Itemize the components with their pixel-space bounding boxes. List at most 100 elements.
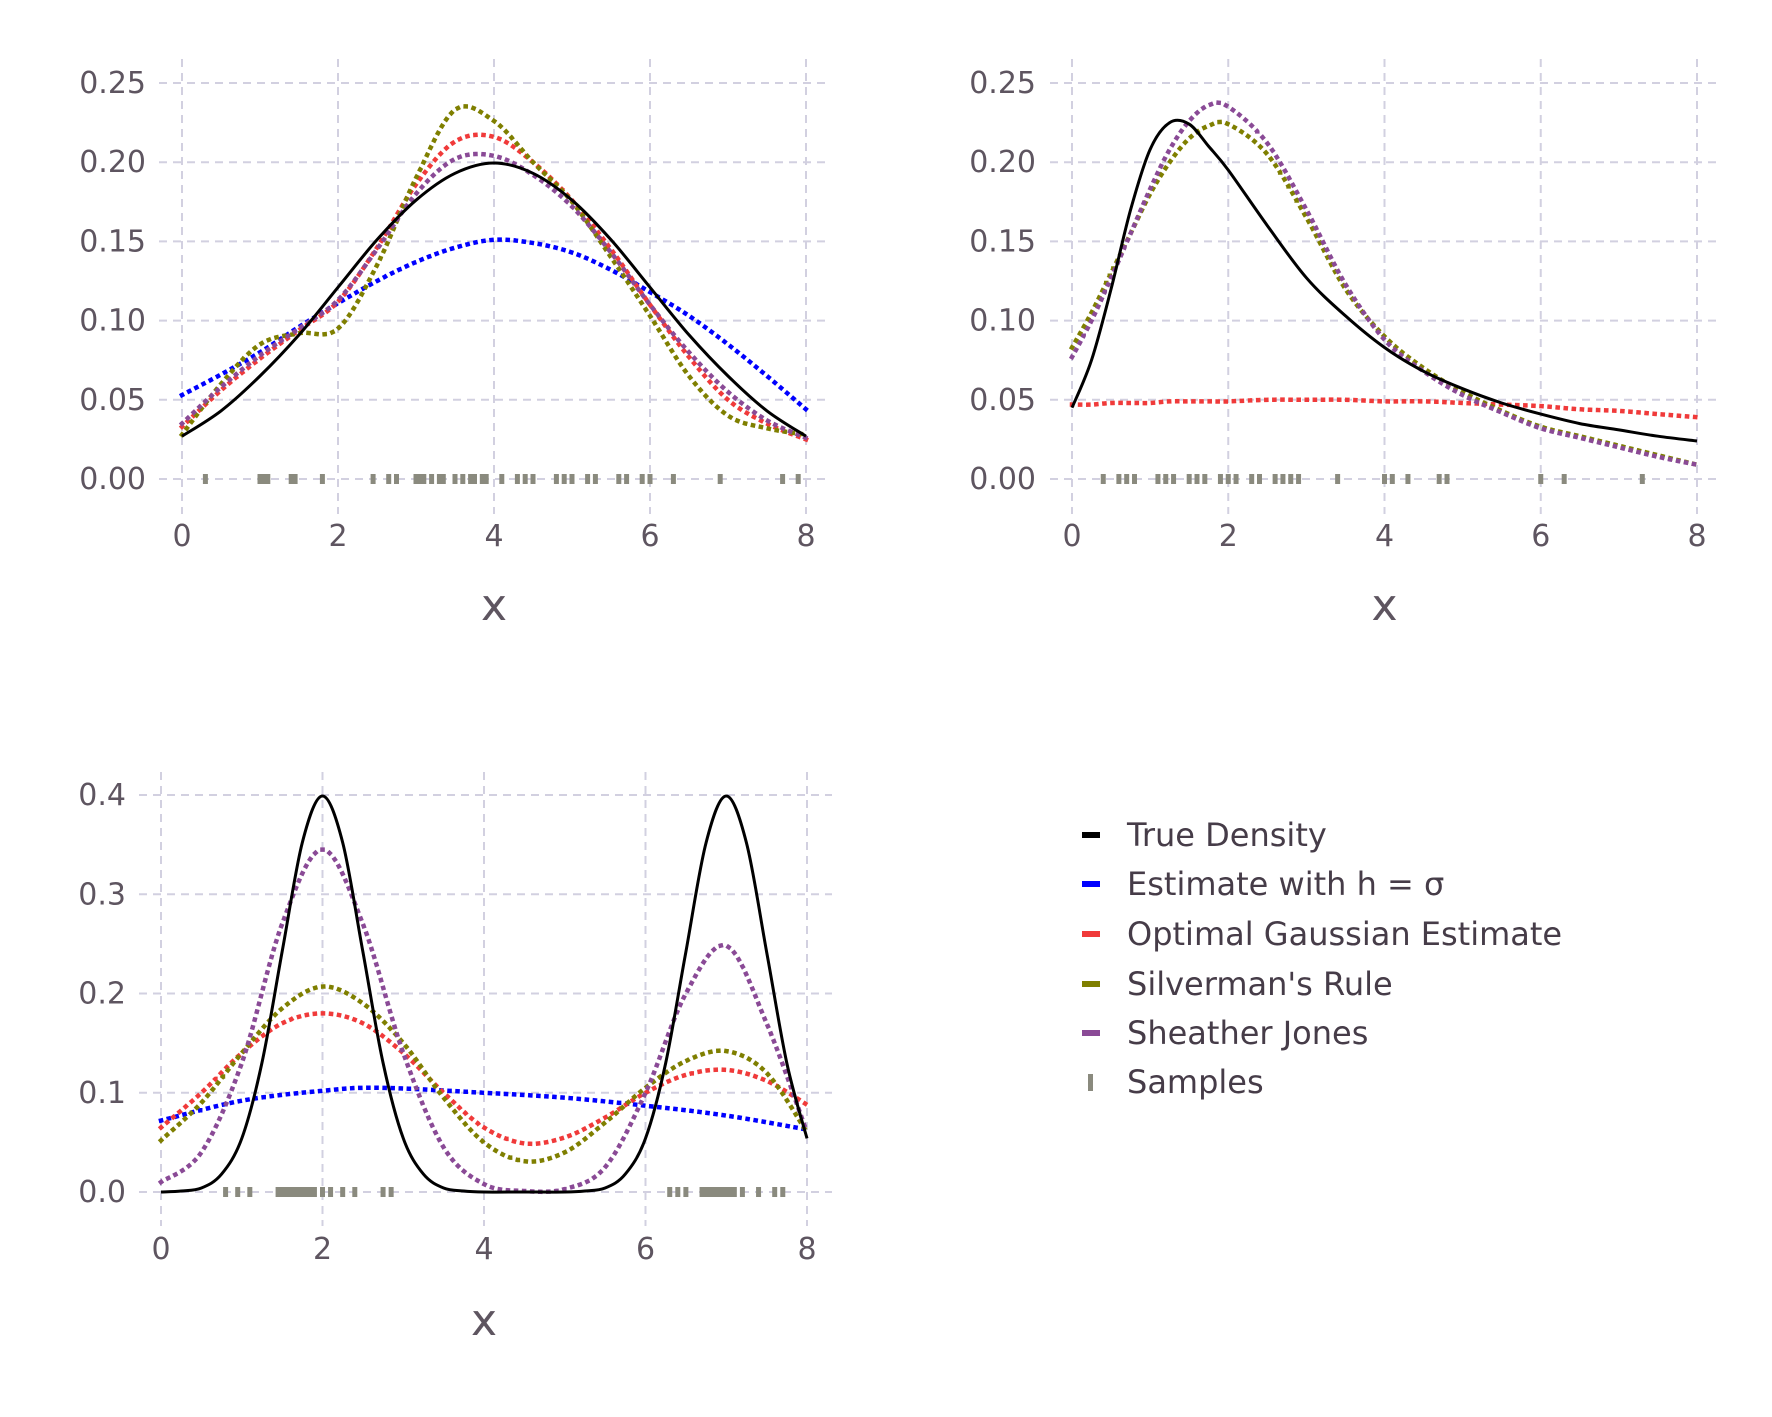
sample-tick xyxy=(319,474,325,484)
x-tick-label: 4 xyxy=(474,1232,493,1267)
sample-tick xyxy=(719,1187,725,1197)
x-tick-label: 0 xyxy=(172,519,191,554)
sample-tick xyxy=(1382,474,1387,484)
y-tick-label: 0.05 xyxy=(969,383,1036,418)
sample-tick xyxy=(303,1187,309,1197)
y-tick-label: 0.00 xyxy=(79,462,146,497)
series-silverman xyxy=(178,104,809,438)
sample-tick xyxy=(235,1187,241,1197)
sample-tick xyxy=(616,474,622,484)
sample-tick xyxy=(780,474,786,484)
y-tick-label: 0.2 xyxy=(78,977,126,1012)
sample-tick xyxy=(452,474,458,484)
sample-tick xyxy=(1249,474,1255,484)
y-tick-label: 0.10 xyxy=(969,304,1036,339)
series-sheather-jones xyxy=(1068,100,1700,468)
legend-item-samples: Samples xyxy=(1088,1063,1264,1101)
sample-tick xyxy=(287,1187,293,1197)
sample-tick xyxy=(795,474,801,484)
y-tick-label: 0.20 xyxy=(969,145,1036,180)
sample-tick xyxy=(723,1187,729,1197)
sample-tick xyxy=(429,474,435,484)
series-sheather-jones xyxy=(157,847,810,1195)
sample-tick xyxy=(479,474,485,484)
legend: True Density Estimate with h = σ Optimal G… xyxy=(1082,816,1562,1101)
sample-tick xyxy=(683,1187,689,1197)
sample-tick xyxy=(703,1187,709,1197)
sample-tick xyxy=(592,474,598,484)
sample-tick xyxy=(394,474,399,484)
x-tick-label: 8 xyxy=(796,519,815,554)
legend-label: Estimate with h = σ xyxy=(1127,865,1444,903)
sample-tick xyxy=(1288,474,1294,484)
sample-tick xyxy=(436,474,442,484)
legend-item-sheather-jones: Sheather Jones xyxy=(1082,1014,1368,1052)
sample-tick xyxy=(739,1187,745,1197)
sample-tick xyxy=(1436,474,1442,484)
legend-marker xyxy=(1082,981,1100,987)
sample-tick xyxy=(1132,474,1137,484)
sample-tick xyxy=(440,474,446,484)
series-h-sigma xyxy=(158,1085,810,1133)
legend-marker xyxy=(1082,1030,1100,1036)
sample-tick xyxy=(727,1187,733,1197)
sample-tick xyxy=(1100,474,1106,484)
sample-tick xyxy=(1296,474,1302,484)
sample-tick xyxy=(468,474,474,484)
y-tick-label: 0.25 xyxy=(969,66,1036,101)
x-axis-label: x xyxy=(471,1295,497,1346)
sample-tick xyxy=(265,474,271,484)
y-tick-label: 0.15 xyxy=(79,224,146,259)
sample-tick xyxy=(1639,474,1645,484)
series-true-density xyxy=(160,794,809,1194)
sample-tick xyxy=(386,474,392,484)
sample-tick xyxy=(1116,474,1122,484)
x-axis-label: x xyxy=(1371,580,1397,631)
sample-tick xyxy=(1444,474,1450,484)
sample-tick xyxy=(261,474,267,484)
sample-tick xyxy=(328,1187,334,1197)
sample-tick xyxy=(247,1187,253,1197)
sample-tick xyxy=(1538,474,1544,484)
y-tick-label: 0.0 xyxy=(78,1175,126,1210)
sample-tick xyxy=(731,1187,737,1197)
sample-tick xyxy=(499,474,505,484)
y-tick-label: 0.05 xyxy=(79,383,146,418)
sample-tick xyxy=(561,474,567,484)
x-tick-label: 6 xyxy=(636,1232,655,1267)
sample-tick xyxy=(370,474,376,484)
sample-tick xyxy=(670,474,676,484)
legend-label: Samples xyxy=(1127,1063,1264,1101)
sample-tick xyxy=(699,1187,705,1197)
y-tick-label: 0.4 xyxy=(78,778,126,813)
sample-tick xyxy=(1217,474,1223,484)
sample-tick xyxy=(1194,474,1200,484)
sample-tick xyxy=(715,1187,721,1197)
sample-tick xyxy=(295,1187,301,1197)
x-tick-label: 2 xyxy=(313,1232,332,1267)
sample-tick xyxy=(307,1187,313,1197)
x-tick-label: 6 xyxy=(640,519,659,554)
legend-item-true-density: True Density xyxy=(1082,816,1327,854)
sample-tick xyxy=(223,1187,229,1197)
y-tick-label: 0.00 xyxy=(969,462,1036,497)
sample-tick xyxy=(292,474,298,484)
sample-tick xyxy=(202,474,208,484)
sample-tick xyxy=(340,1187,346,1197)
sample-tick xyxy=(1257,474,1262,484)
legend-label: True Density xyxy=(1126,816,1327,854)
series-true-density xyxy=(1070,118,1698,443)
x-tick-label: 4 xyxy=(1375,519,1394,554)
legend-marker xyxy=(1082,881,1100,887)
panel-2: 0.00 0.05 0.10 0.15 0.20 0.25 0 2 4 6 8 x xyxy=(969,59,1720,631)
legend-label: Optimal Gaussian Estimate xyxy=(1127,915,1562,953)
sample-tick xyxy=(772,1187,778,1197)
y-tick-label: 0.1 xyxy=(78,1076,126,1111)
y-tick-label: 0.15 xyxy=(969,224,1036,259)
sample-tick xyxy=(320,1187,325,1197)
legend-item-optimal: Optimal Gaussian Estimate xyxy=(1082,915,1562,953)
sample-tick xyxy=(291,1187,297,1197)
x-tick-label: 4 xyxy=(484,519,503,554)
sample-tick xyxy=(460,474,466,484)
sample-tick xyxy=(413,474,419,484)
